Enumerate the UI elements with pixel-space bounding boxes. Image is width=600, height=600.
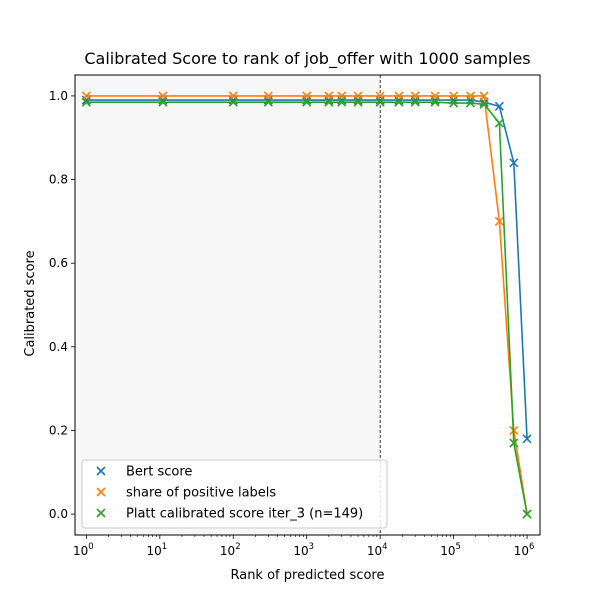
legend-marker <box>96 466 106 476</box>
legend-marker <box>96 508 106 518</box>
chart-title: Calibrated Score to rank of job_offer wi… <box>84 49 530 69</box>
data-point <box>410 97 420 107</box>
y-tick-label: 0.8 <box>49 173 68 187</box>
data-point <box>465 98 476 108</box>
legend: Bert score share of positive labels Platt … <box>81 459 388 529</box>
y-axis-label: Calibrated score <box>23 250 38 356</box>
data-point <box>522 434 532 444</box>
data-point <box>228 97 238 107</box>
legend-label: Platt calibrated score iter_3 (n=149) <box>126 507 363 522</box>
data-point <box>158 97 168 107</box>
data-point <box>263 97 273 107</box>
data-point <box>324 97 334 107</box>
shaded-region <box>75 75 381 535</box>
series-line <box>86 95 528 515</box>
data-point <box>494 118 504 128</box>
legend-box <box>81 459 388 529</box>
data-point <box>430 97 440 107</box>
data-point <box>494 216 504 226</box>
data-point <box>394 97 404 107</box>
data-point <box>81 97 91 107</box>
data-point <box>479 91 489 101</box>
data-point <box>353 97 363 107</box>
data-point <box>509 438 519 448</box>
y-tick-label: 0.6 <box>49 256 68 270</box>
legend-marker <box>96 487 106 497</box>
data-point <box>509 158 519 168</box>
x-axis-label: Rank of predicted score <box>230 568 384 583</box>
data-point <box>465 91 476 101</box>
y-tick-label: 0.2 <box>49 423 68 437</box>
data-point <box>449 98 459 108</box>
y-tick-label: 0.4 <box>49 340 68 354</box>
data-point <box>337 97 347 107</box>
data-point <box>522 509 532 519</box>
axes-frame <box>74 74 541 536</box>
data-point <box>375 97 385 107</box>
legend-label: Bert score <box>126 465 192 480</box>
y-tick-label: 1.0 <box>49 89 68 103</box>
data-point <box>479 99 489 109</box>
series-line <box>86 99 528 439</box>
series-3 <box>81 97 532 519</box>
data-point <box>494 101 504 111</box>
data-point <box>449 91 459 101</box>
legend-label: share of positive labels <box>126 486 276 501</box>
y-tick-label: 0.0 <box>49 507 68 521</box>
data-point <box>302 97 312 107</box>
